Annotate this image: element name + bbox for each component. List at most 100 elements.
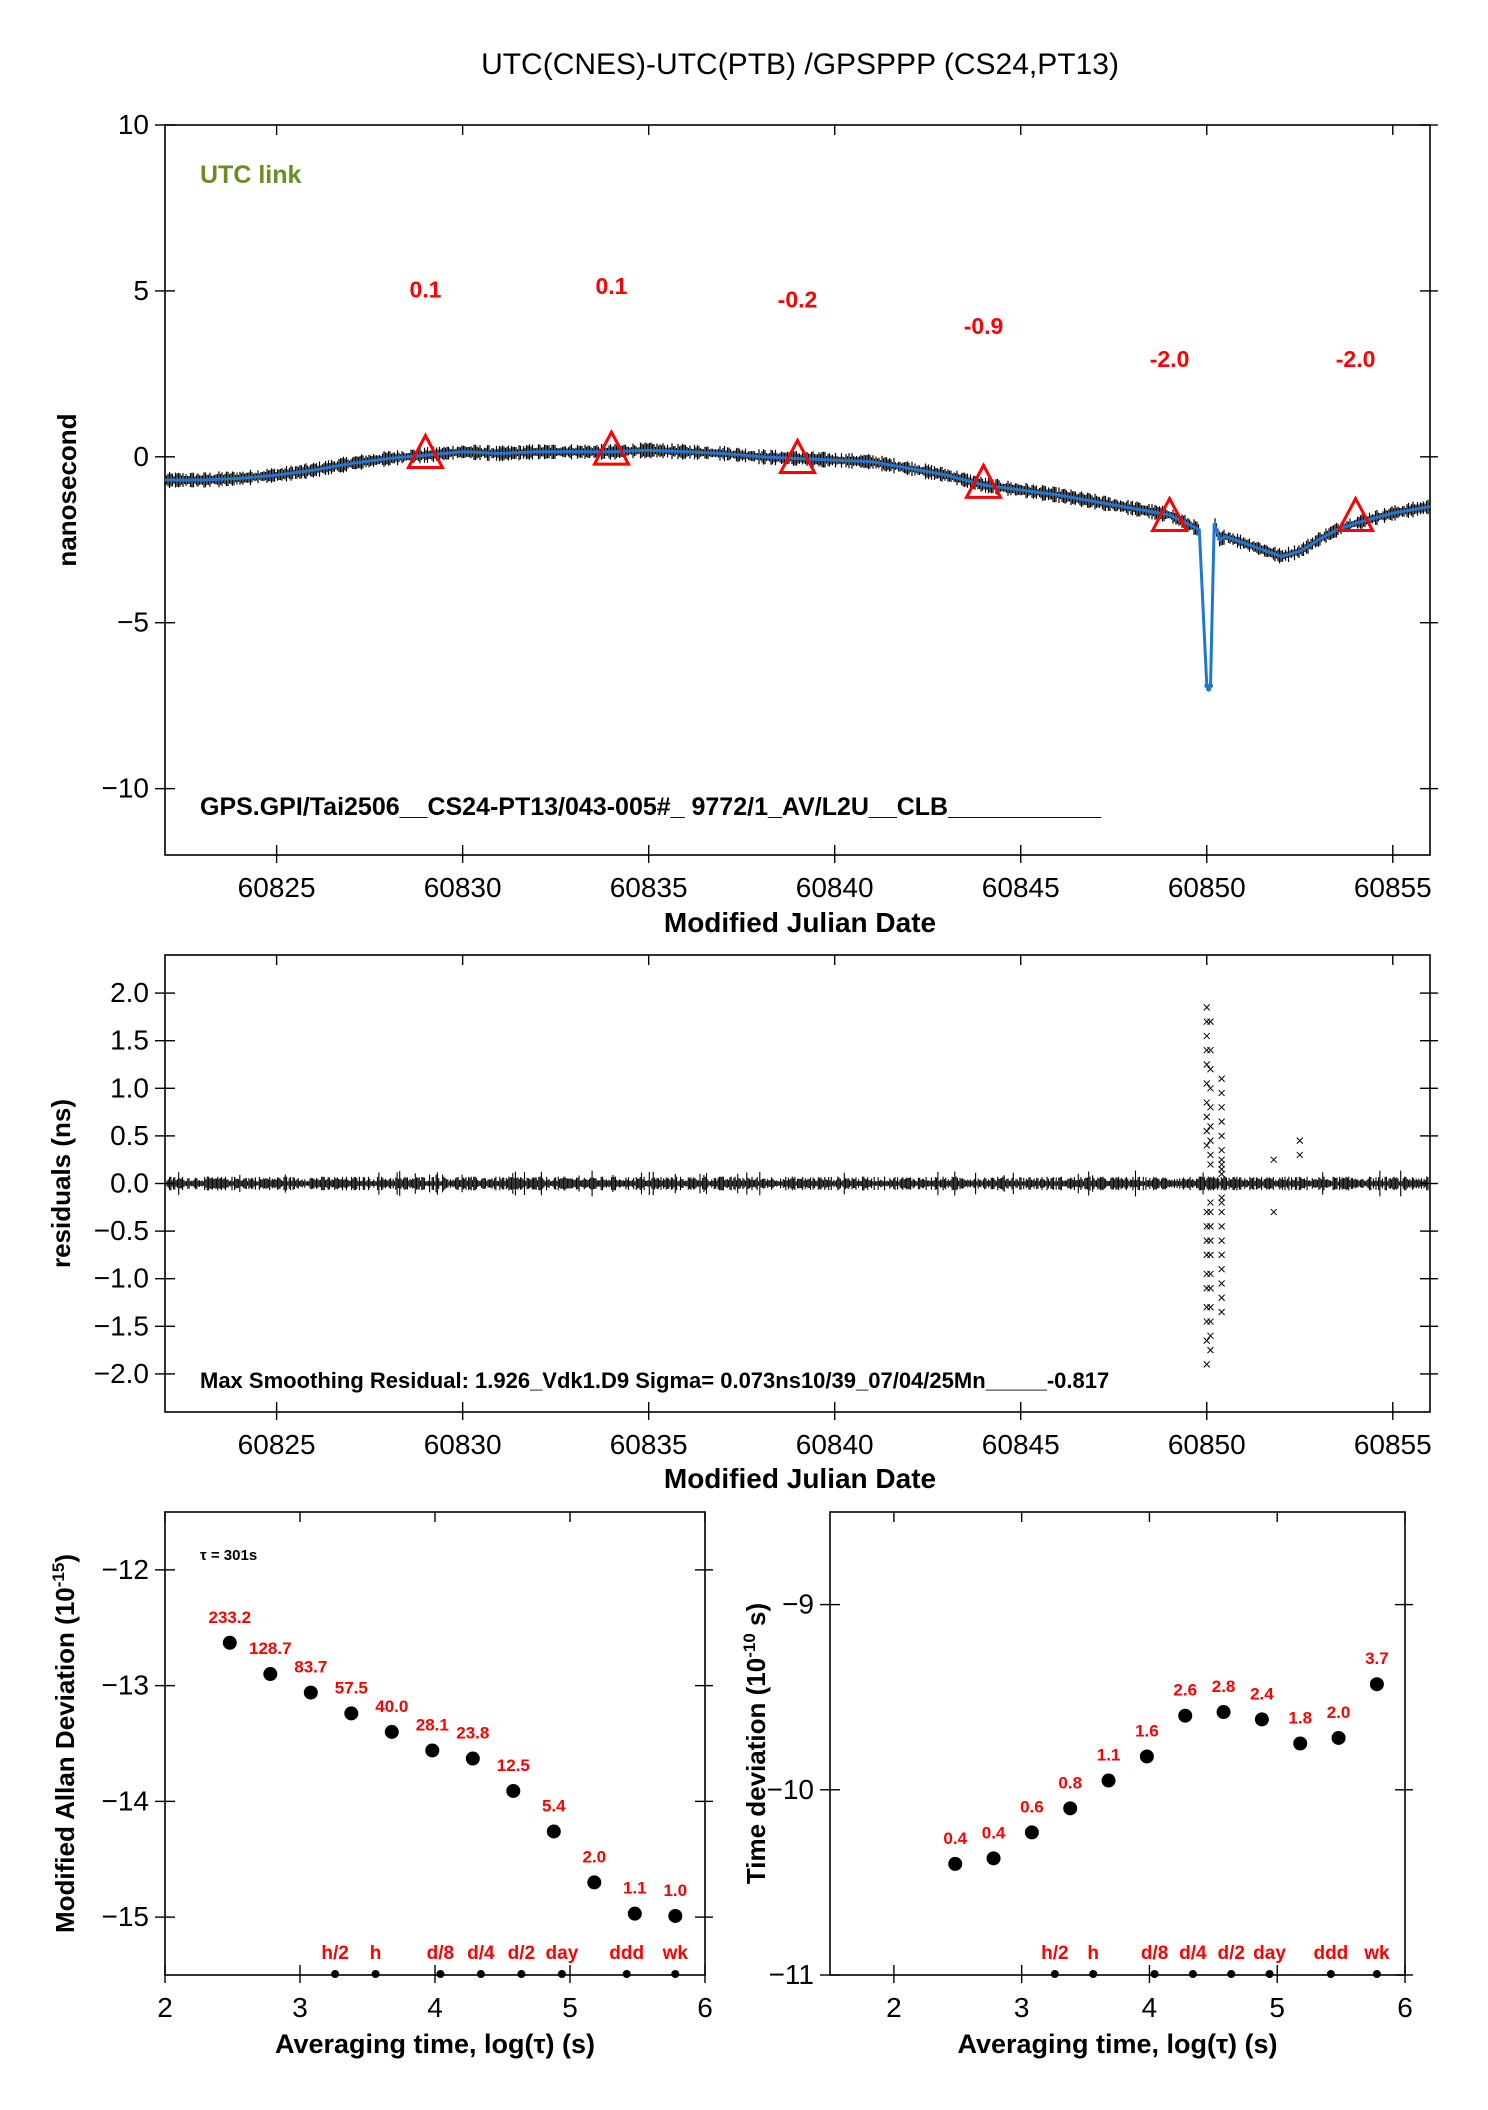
tdev-period-label: d/4 [1179, 1943, 1207, 1964]
tdev-period-label: d/8 [1141, 1943, 1168, 1964]
mdev-period-dot [436, 1970, 445, 1978]
timeseries-xlabel: Modified Julian Date [664, 907, 936, 938]
residuals-y-tick-label: −0.5 [94, 1215, 149, 1246]
timeseries-y-tick-label: 10 [118, 109, 149, 140]
residual-outlier [1203, 1113, 1211, 1121]
residuals-y-tick-label: −2.0 [94, 1358, 149, 1389]
mdev-period-label: h [370, 1943, 382, 1964]
tdev-x-tick-label: 6 [1397, 1992, 1413, 2023]
timeseries-y-tick-label: −10 [102, 773, 150, 804]
mdev-period-dot [622, 1970, 631, 1978]
mdev-point [587, 1875, 602, 1890]
mdev-period-label: h/2 [321, 1943, 348, 1964]
triangle-marker [591, 428, 631, 466]
page-title: UTC(CNES)-UTC(PTB) /GPSPPP (CS24,PT13) [481, 48, 1119, 81]
mdev-period-label: day [546, 1943, 579, 1964]
timeseries-x-tick-label: 60850 [1168, 872, 1246, 903]
mdev-period-dot [517, 1970, 526, 1978]
residual-outlier [1203, 1099, 1211, 1106]
mdev-point [344, 1706, 359, 1721]
mdev-y-tick-label: −12 [102, 1554, 150, 1585]
residual-outlier [1218, 1170, 1226, 1178]
tdev-point [948, 1856, 963, 1871]
tdev-x-tick-label: 4 [1142, 1992, 1158, 2023]
tdev-point [1254, 1712, 1269, 1727]
tdev-period-label: day [1253, 1943, 1286, 1964]
residuals-x-tick-label: 60855 [1354, 1429, 1432, 1460]
timeseries-x-tick-label: 60835 [610, 872, 688, 903]
tdev-period-dot [1372, 1970, 1381, 1978]
residual-outlier [1270, 1156, 1278, 1164]
tdev-point-label: 2.4 [1250, 1684, 1274, 1703]
tdev-point-label: 0.6 [1020, 1797, 1044, 1816]
mdev-y-tick-label: −15 [102, 1901, 150, 1932]
tdev-period-dot [1326, 1970, 1335, 1978]
residuals-x-tick-label: 60850 [1168, 1429, 1246, 1460]
tdev-point [1101, 1773, 1116, 1788]
residuals-y-tick-label: 1.0 [110, 1072, 149, 1103]
link-code-annotation: GPS.GPI/Tai2506__CS24-PT13/043-005#_ 977… [200, 793, 1102, 821]
residual-outlier [1207, 1084, 1214, 1092]
mdev-point-label: 83.7 [294, 1658, 327, 1677]
mdev-x-tick-label: 4 [427, 1992, 443, 2023]
tdev-period-dot [1188, 1970, 1197, 1978]
mdev-point [668, 1908, 683, 1923]
mdev-point-label: 2.0 [582, 1847, 606, 1866]
mdev-period-label: d/2 [508, 1943, 535, 1964]
tdev-period-dot [1050, 1970, 1059, 1978]
mdev-point-label: 1.0 [663, 1881, 687, 1900]
residual-outlier [1203, 1337, 1211, 1344]
residual-outlier [1207, 1346, 1214, 1354]
tdev-x-tick-label: 3 [1014, 1992, 1030, 2023]
triangle-marker [1336, 495, 1376, 533]
tdev-point [1216, 1705, 1231, 1720]
mdev-period-dot [671, 1970, 680, 1978]
residual-outlier [1203, 1361, 1211, 1368]
smoothed-series-line [165, 448, 1431, 693]
mdev-xlabel: Averaging time, log(τ) (s) [275, 2029, 595, 2059]
residual-outlier [1203, 1061, 1211, 1068]
tau-note: τ = 301s [200, 1547, 257, 1564]
residual-outlier [1207, 1222, 1214, 1230]
residual-outlier [1207, 1284, 1214, 1292]
residuals-x-tick-label: 60830 [424, 1429, 502, 1460]
residual-outlier [1218, 1161, 1226, 1168]
residual-outlier [1203, 1142, 1211, 1149]
marker-label: 0.1 [409, 277, 441, 303]
tdev-point-label: 1.6 [1135, 1721, 1159, 1740]
tdev-period-dot [1227, 1970, 1236, 1978]
timeseries-y-tick-label: 0 [133, 441, 149, 472]
tdev-point [1139, 1749, 1154, 1764]
triangle-marker [778, 437, 817, 474]
residuals-y-tick-label: 0.0 [110, 1168, 149, 1199]
timeseries-y-tick-label: 5 [133, 275, 149, 306]
mdev-point-label: 5.4 [542, 1796, 566, 1815]
utc-link-label: UTC link [200, 161, 301, 189]
residuals-y-tick-label: 2.0 [110, 977, 149, 1008]
residual-outlier [1207, 1318, 1214, 1325]
tdev-y-tick-label: −10 [767, 1774, 815, 1805]
tdev-period-label: h [1087, 1943, 1099, 1964]
mdev-period-dot [476, 1970, 485, 1978]
residual-outlier [1207, 1251, 1214, 1259]
timeseries-x-tick-label: 60830 [424, 872, 502, 903]
tdev-point [1063, 1801, 1078, 1816]
mdev-period-label: ddd [609, 1943, 644, 1964]
mdev-x-tick-label: 2 [157, 1992, 173, 2023]
tdev-period-dot [1265, 1970, 1274, 1978]
residual-outlier [1218, 1146, 1226, 1154]
residual-outlier [1207, 1123, 1214, 1130]
residual-outlier [1218, 1075, 1226, 1083]
mdev-period-label: wk [662, 1943, 689, 1964]
residual-outlier [1207, 1237, 1214, 1244]
residual-outlier [1207, 1018, 1214, 1026]
tdev-x-tick-label: 5 [1269, 1992, 1285, 2023]
tdev-point-label: 2.6 [1173, 1681, 1197, 1700]
series-point [1207, 683, 1213, 689]
residual-outlier [1218, 1280, 1226, 1287]
triangle-marker [405, 432, 445, 469]
residuals-x-tick-label: 60845 [982, 1429, 1060, 1460]
residual-outlier [1218, 1237, 1226, 1244]
mdev-y-tick-label: −14 [102, 1785, 150, 1816]
tdev-point [1331, 1730, 1346, 1745]
